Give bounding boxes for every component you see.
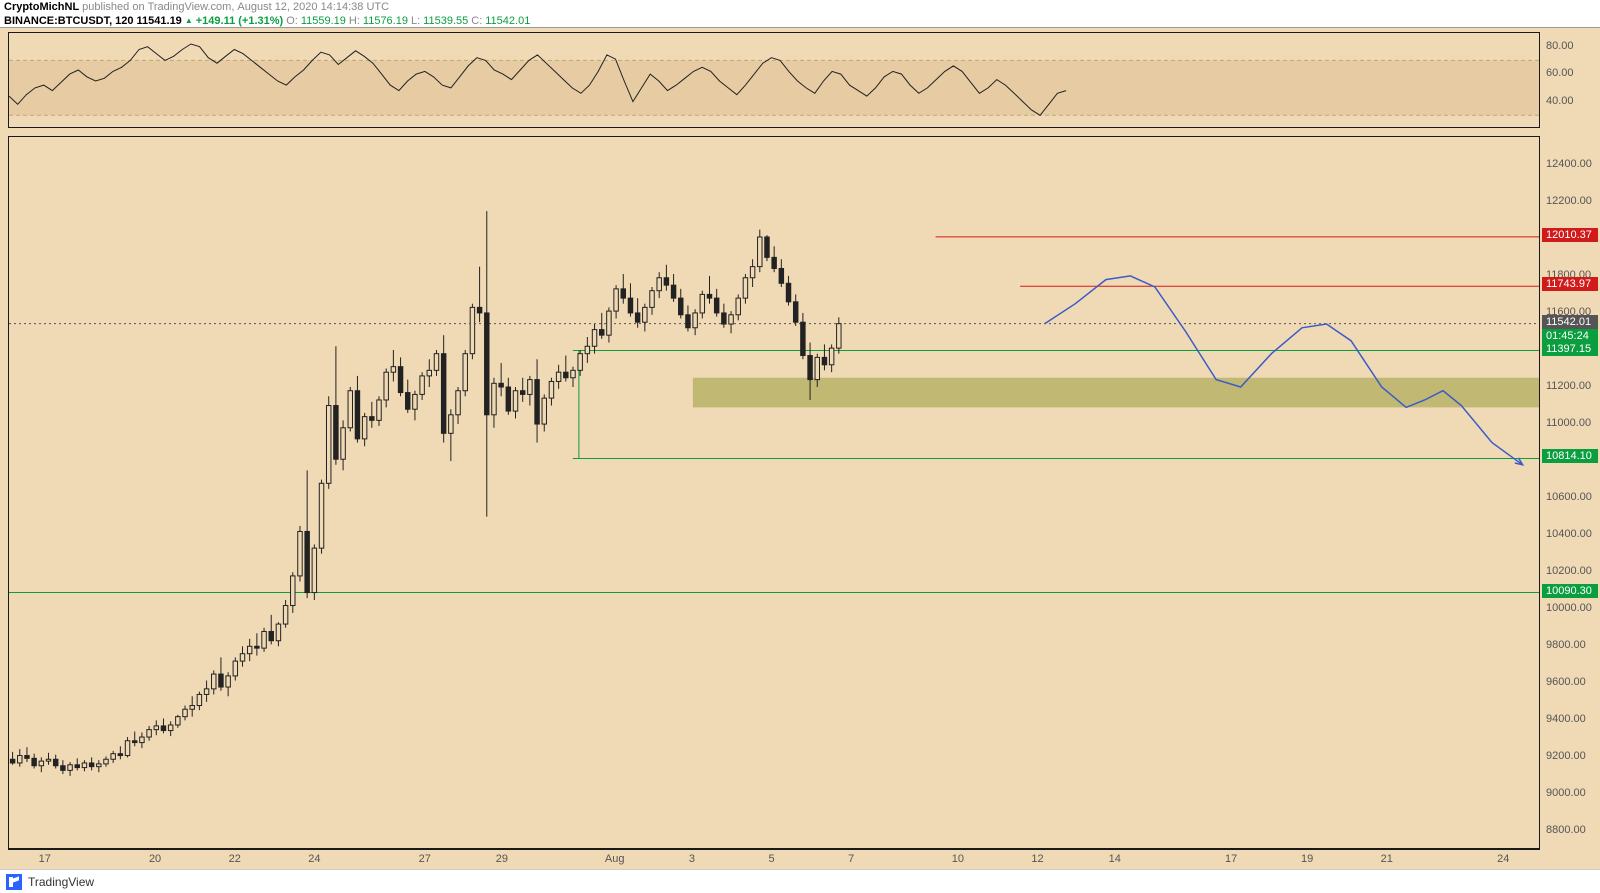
- author: CryptoMichNL: [4, 0, 79, 14]
- chart-area[interactable]: 40.00 60.00 80.00 8800.00 9000.00 9200.00 9400…: [0, 28, 1600, 869]
- x-tick: 21: [1381, 853, 1393, 869]
- main-y-tick: 12400.00: [1546, 158, 1592, 170]
- main-y-tick: 9200.00: [1546, 750, 1586, 762]
- x-tick: 24: [1497, 853, 1509, 869]
- rsi-y-tick: 80.00: [1546, 40, 1574, 52]
- x-tick: 3: [689, 853, 695, 869]
- main-y-tick: 10600.00: [1546, 491, 1592, 503]
- symbol: BINANCE:BTCUSDT,: [4, 14, 112, 28]
- h-value: 11576.19: [363, 14, 408, 28]
- main-y-tick: 9800.00: [1546, 639, 1586, 651]
- current-price-label: 11542.01: [1542, 315, 1598, 329]
- level-price-label: 10090.30: [1542, 584, 1598, 598]
- x-tick: 12: [1031, 853, 1043, 869]
- y-axis: 40.00 60.00 80.00 8800.00 9000.00 9200.00 9400…: [1542, 28, 1600, 869]
- x-tick: 29: [496, 853, 508, 869]
- main-y-tick: 9400.00: [1546, 713, 1586, 725]
- change: +149.11 (+1.31%): [196, 14, 283, 28]
- main-y-tick: 12200.00: [1546, 195, 1592, 207]
- footer: TradingView: [0, 869, 1600, 893]
- x-tick: 10: [952, 853, 964, 869]
- x-tick: 14: [1109, 853, 1121, 869]
- main-y-tick: 9000.00: [1546, 787, 1586, 799]
- x-tick: 27: [419, 853, 431, 869]
- main-y-tick: 10400.00: [1546, 528, 1592, 540]
- main-y-tick: 10200.00: [1546, 565, 1592, 577]
- x-tick: 17: [1225, 853, 1237, 869]
- level-price-label: 11743.97: [1542, 277, 1598, 291]
- main-pane[interactable]: [8, 136, 1540, 849]
- site: TradingView.com,: [148, 0, 235, 14]
- x-tick: 17: [39, 853, 51, 869]
- h-label: H:: [349, 14, 360, 28]
- x-tick: 24: [308, 853, 320, 869]
- countdown-label: 01:45:24: [1542, 329, 1598, 343]
- x-tick: Aug: [605, 853, 625, 869]
- level-price-label: 12010.37: [1542, 228, 1598, 242]
- o-label: O:: [286, 14, 298, 28]
- last-price: 11541.19: [137, 14, 182, 28]
- chart-header: CryptoMichNL published on TradingView.co…: [0, 0, 1600, 28]
- x-tick: 20: [149, 853, 161, 869]
- main-y-tick: 8800.00: [1546, 824, 1586, 836]
- x-tick: 19: [1301, 853, 1313, 869]
- x-tick: 5: [768, 853, 774, 869]
- publish-date: August 12, 2020 14:14:38 UTC: [237, 0, 389, 14]
- up-arrow-icon: ▲: [185, 14, 193, 28]
- main-y-tick: 11000.00: [1546, 417, 1591, 429]
- x-tick: 7: [848, 853, 854, 869]
- tradingview-logo-icon: [6, 874, 22, 890]
- rsi-y-tick: 60.00: [1546, 67, 1574, 79]
- rsi-pane[interactable]: [8, 32, 1540, 128]
- x-axis: 17 20 22 24 27 29 Aug 3 5 7 10 12 14 17 19 21 24: [8, 849, 1540, 869]
- c-label: C:: [471, 14, 482, 28]
- l-label: L:: [411, 14, 420, 28]
- x-tick: 22: [229, 853, 241, 869]
- o-value: 11559.19: [301, 14, 346, 28]
- brand-name: TradingView: [28, 875, 94, 889]
- published-text: published on: [82, 0, 144, 14]
- interval: 120: [115, 14, 133, 28]
- main-y-tick: 10000.00: [1546, 602, 1592, 614]
- c-value: 11542.01: [485, 14, 530, 28]
- main-y-tick: 9600.00: [1546, 676, 1586, 688]
- rsi-y-tick: 40.00: [1546, 95, 1574, 107]
- level-price-label: 11397.15: [1542, 342, 1598, 356]
- main-y-tick: 11200.00: [1546, 380, 1591, 392]
- level-price-label: 10814.10: [1542, 449, 1598, 463]
- l-value: 11539.55: [423, 14, 468, 28]
